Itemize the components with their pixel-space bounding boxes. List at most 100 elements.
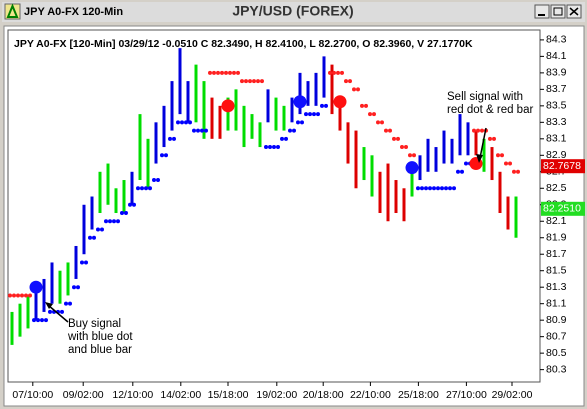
y-tick-label: 81.7	[546, 248, 567, 260]
y-tick-label: 83.9	[546, 67, 567, 79]
stop-dot	[196, 128, 200, 133]
stop-dot	[428, 186, 432, 191]
x-tick-label: 27/10:00	[446, 389, 487, 401]
stop-dot	[244, 79, 248, 84]
stop-dot	[308, 112, 312, 117]
stop-dot	[420, 186, 424, 191]
stop-dot	[292, 128, 296, 133]
y-tick-label: 83.5	[546, 100, 567, 112]
stop-dot	[388, 128, 392, 133]
stop-dot	[44, 318, 48, 323]
stop-dot	[440, 186, 444, 191]
plot-layer: 80.3 80.5 80.7 80.9 81.1 81.3 81.5 81.7 81.9 82.1…	[8, 34, 567, 401]
stop-dot	[76, 285, 80, 290]
stop-dot	[252, 79, 256, 84]
stop-dot	[8, 293, 12, 298]
x-tick-label: 22/10:00	[350, 389, 391, 401]
stop-dot	[188, 120, 192, 125]
window-caption: JPY A0-FX 120-Min	[24, 6, 123, 18]
stop-dot	[120, 211, 124, 216]
stop-dot	[160, 153, 164, 158]
stop-dot	[236, 70, 240, 75]
stop-dot	[116, 219, 120, 224]
stop-dot	[452, 186, 456, 191]
close-icon	[569, 7, 579, 16]
stop-dot	[64, 301, 68, 306]
stop-dot	[88, 235, 92, 240]
stop-dot	[192, 128, 196, 133]
stop-dot	[464, 161, 468, 166]
signal-dot	[293, 95, 307, 109]
stop-dot	[40, 318, 44, 323]
stop-dot	[336, 70, 340, 75]
window-buttons[interactable]	[534, 4, 582, 19]
y-tick-label: 80.7	[546, 330, 567, 342]
y-tick-label: 82.9	[546, 149, 567, 161]
stop-dot	[424, 186, 428, 191]
stop-dot	[504, 161, 508, 166]
stop-dot	[516, 169, 520, 174]
x-tick-label: 15/18:00	[208, 389, 249, 401]
stop-dot	[344, 79, 348, 84]
stop-dot	[136, 186, 140, 191]
y-tick-label: 84.3	[546, 34, 567, 46]
app-icon	[4, 3, 21, 20]
stop-dot	[164, 153, 168, 158]
stop-dot	[248, 79, 252, 84]
stop-dot	[412, 153, 416, 158]
stop-dot	[124, 211, 128, 216]
y-tick-label: 81.1	[546, 297, 567, 309]
x-tick-label: 25/18:00	[398, 389, 439, 401]
maximize-button[interactable]	[550, 4, 566, 19]
stop-dot	[492, 136, 496, 141]
x-tick-label: 20/18:00	[303, 389, 344, 401]
stop-dot	[508, 161, 512, 166]
data-header: JPY A0-FX [120-Min] 03/29/12 -0.0510 C 8…	[14, 38, 473, 50]
stop-dot	[320, 103, 324, 108]
stop-dot	[364, 103, 368, 108]
stop-dot	[228, 70, 232, 75]
stop-dot	[284, 136, 288, 141]
stop-dot	[216, 70, 220, 75]
stop-dot	[288, 128, 292, 133]
annotation: red dot & red bar	[447, 104, 533, 116]
price-label-box	[541, 201, 585, 216]
stop-dot	[96, 227, 100, 232]
stop-dot	[472, 128, 476, 133]
y-tick-label: 81.5	[546, 264, 567, 276]
stop-dot	[20, 293, 24, 298]
stop-dot	[68, 301, 72, 306]
stop-dot	[460, 169, 464, 174]
stop-dot	[84, 260, 88, 265]
stop-dot	[456, 169, 460, 174]
stop-dot	[80, 260, 84, 265]
stop-dot	[128, 202, 132, 207]
minimize-button[interactable]	[534, 4, 550, 19]
stop-dot	[92, 235, 96, 240]
price-label: 82.2510	[543, 203, 581, 215]
stop-dot	[280, 136, 284, 141]
stop-dot	[204, 128, 208, 133]
y-tick-label: 82.5	[546, 182, 567, 194]
stop-dot	[316, 112, 320, 117]
stop-dot	[512, 169, 516, 174]
stop-dot	[300, 120, 304, 125]
stop-dot	[348, 79, 352, 84]
y-tick-label: 81.9	[546, 232, 567, 244]
stop-dot	[268, 145, 272, 150]
stop-dot	[36, 318, 40, 323]
plot-area	[7, 29, 541, 383]
stop-dot	[328, 70, 332, 75]
title-bar	[2, 2, 585, 22]
stop-dot	[432, 186, 436, 191]
stop-dot	[32, 318, 36, 323]
stop-dot	[212, 70, 216, 75]
y-tick-label: 80.9	[546, 314, 567, 326]
y-tick-label: 84.1	[546, 50, 567, 62]
stop-dot	[264, 145, 268, 150]
stop-dot	[152, 178, 156, 183]
annotation: and blue bar	[68, 344, 132, 356]
y-tick-label: 83.1	[546, 133, 567, 145]
stop-dot	[304, 112, 308, 117]
